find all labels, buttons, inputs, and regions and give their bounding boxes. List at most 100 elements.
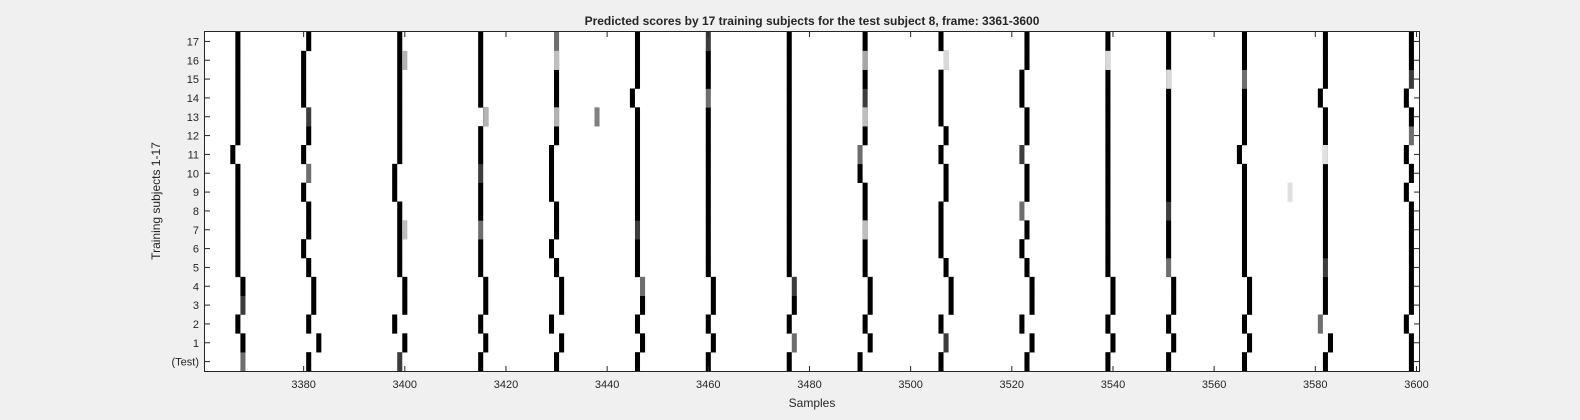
y-tick-label: 7 [193, 225, 199, 237]
heatmap-cell-light [862, 50, 868, 70]
heatmap-cell [948, 276, 954, 296]
heatmap-cell [397, 50, 403, 70]
heatmap-cell-light [1322, 145, 1328, 165]
heatmap-cell [1408, 50, 1414, 70]
heatmap-cell [397, 88, 403, 108]
heatmap-cell [1105, 32, 1111, 52]
heatmap-cell [478, 182, 484, 202]
heatmap-cell [483, 295, 489, 315]
heatmap-cell [710, 333, 716, 353]
heatmap-cell [857, 352, 863, 372]
heatmap-cell [1241, 126, 1248, 146]
heatmap-cell [397, 126, 403, 146]
heatmap-cell [1024, 220, 1030, 240]
heatmap-cell [786, 107, 792, 127]
x-tick-label: 3400 [393, 379, 417, 391]
heatmap-cell [938, 88, 944, 108]
heatmap-cell [235, 50, 241, 70]
heatmap-cell [548, 182, 555, 202]
y-tick-label: 1 [193, 338, 199, 350]
heatmap-cell [1019, 239, 1025, 259]
heatmap-cell [478, 239, 484, 259]
x-tick-label: 3540 [1101, 379, 1125, 391]
heatmap-cell [634, 258, 641, 278]
heatmap-cell [634, 314, 641, 334]
heatmap-cell [640, 333, 646, 353]
heatmap-cell [1322, 220, 1328, 240]
heatmap-cell [478, 163, 484, 183]
heatmap-cell [483, 333, 489, 353]
heatmap-cell [1166, 220, 1172, 240]
heatmap-cell [235, 239, 241, 259]
heatmap-cell [786, 163, 792, 183]
heatmap-cell [634, 352, 641, 372]
y-tick-label: (Test) [172, 357, 200, 369]
heatmap-cell [943, 182, 949, 202]
y-tick-label: 16 [187, 55, 199, 67]
heatmap-cell [791, 276, 797, 296]
heatmap-cell [640, 276, 646, 296]
heatmap-cell [235, 220, 241, 240]
heatmap-cell [634, 239, 641, 259]
heatmap-cell [301, 239, 307, 259]
heatmap-cell [306, 32, 312, 52]
heatmap-cell [306, 107, 312, 127]
heatmap-cell [235, 258, 241, 278]
heatmap-cell-light [943, 50, 949, 70]
heatmap-cell-light [594, 107, 600, 127]
heatmap-cell [306, 126, 312, 146]
heatmap-cell [705, 352, 711, 372]
heatmap-cell [862, 201, 868, 221]
heatmap-cell [1236, 145, 1242, 165]
heatmap-cell [554, 126, 560, 146]
heatmap-cell [705, 69, 711, 89]
heatmap-cell [629, 88, 635, 108]
heatmap-cell [705, 32, 711, 52]
y-tick-label: 10 [187, 168, 199, 180]
heatmap-cell [786, 88, 792, 108]
heatmap-cell [548, 145, 555, 165]
y-tick-label: 13 [187, 112, 199, 124]
heatmap-cell [710, 295, 716, 315]
heatmap-cell [559, 333, 565, 353]
heatmap-cell [1322, 126, 1328, 146]
heatmap-cell [402, 333, 408, 353]
heatmap-cell [397, 220, 403, 240]
heatmap-cell [786, 314, 792, 334]
heatmap-cell [1019, 314, 1025, 334]
heatmap-cell [634, 220, 641, 240]
heatmap-cell [1322, 163, 1328, 183]
heatmap-cell [548, 239, 555, 259]
heatmap-cell [1166, 50, 1172, 70]
heatmap-cell [1166, 239, 1172, 259]
heatmap-cell [1241, 32, 1248, 52]
heatmap-cell [1105, 107, 1111, 127]
heatmap-cell [1241, 239, 1248, 259]
heatmap-cell [1408, 333, 1414, 353]
heatmap-cell [306, 258, 312, 278]
heatmap-cell [554, 352, 560, 372]
heatmap-cell [235, 88, 241, 108]
y-tick-label: 4 [193, 281, 199, 293]
heatmap-cell [705, 50, 711, 70]
heatmap-cell [478, 201, 484, 221]
heatmap-cell [867, 295, 873, 315]
heatmap-cell [1166, 145, 1172, 165]
heatmap-cell [867, 276, 873, 296]
heatmap-cell [235, 107, 241, 127]
heatmap-cell [1171, 276, 1177, 296]
heatmap-cell [1408, 220, 1414, 240]
heatmap-cell [1403, 88, 1409, 108]
heatmap-cell [240, 276, 246, 296]
heatmap-cell [786, 126, 792, 146]
heatmap-cell [943, 126, 949, 146]
heatmap-cell [943, 258, 949, 278]
heatmap-cell [938, 352, 944, 372]
heatmap-cell [1019, 145, 1025, 165]
heatmap-cell [1241, 50, 1248, 70]
heatmap-cell [1403, 182, 1409, 202]
heatmap-cell [1408, 295, 1414, 315]
y-tick-label: 15 [187, 74, 199, 86]
heatmap-cell [1317, 314, 1323, 334]
y-tick-label: 5 [193, 262, 199, 274]
